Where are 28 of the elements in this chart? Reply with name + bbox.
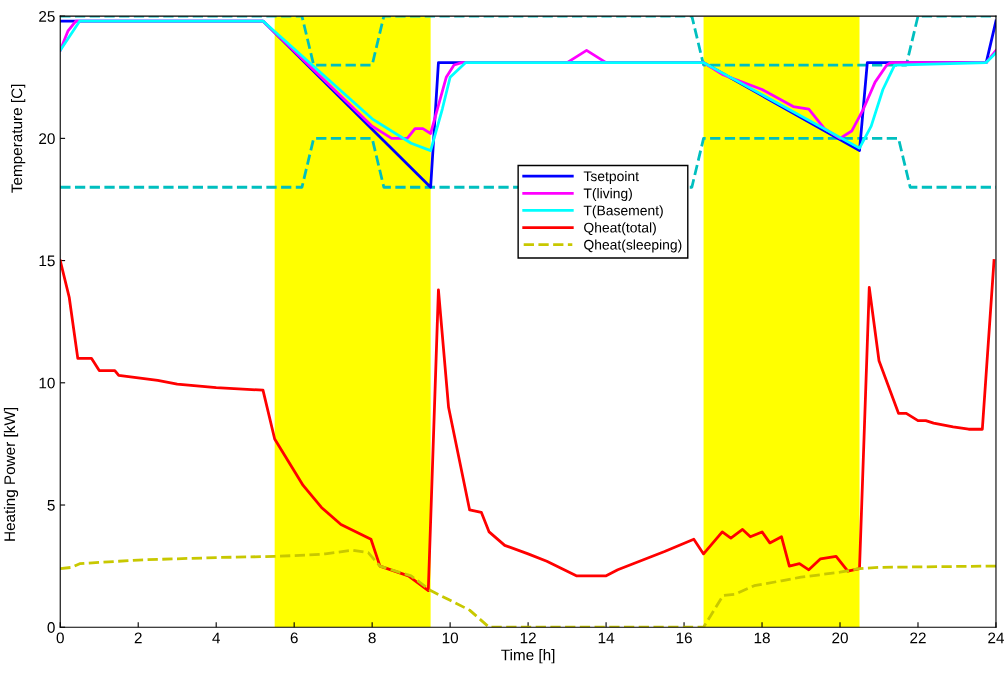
y-tick-label: 15 [39, 255, 55, 267]
y-axis-title: Heating Power [kW] [3, 408, 19, 541]
x-tick-label: 6 [290, 632, 298, 644]
legend-label: T(Basement) [583, 205, 663, 219]
legend-label: T(living) [583, 188, 632, 202]
legend-label: Qheat(total) [584, 222, 656, 236]
x-tick-label: 14 [598, 632, 615, 644]
x-axis-title: Time [h] [501, 649, 555, 664]
y-tick-label: 25 [39, 11, 55, 22]
y-tick-label: 10 [39, 377, 55, 389]
y-tick-label: 20 [39, 133, 55, 145]
x-tick-label: 24 [988, 632, 1004, 644]
x-tick-label: 0 [56, 632, 64, 644]
x-tick-label: 12 [520, 632, 536, 644]
x-tick-label: 2 [134, 632, 142, 644]
y-tick-label: 0 [47, 622, 55, 633]
legend-label: Tsetpoint [583, 171, 639, 184]
y-tick-label: 5 [47, 500, 55, 511]
x-tick-label: 18 [754, 632, 770, 644]
x-tick-label: 8 [368, 632, 376, 644]
line-series [60, 259, 996, 592]
text: Temperature [C] [11, 84, 26, 193]
x-tick-label: 22 [910, 632, 926, 644]
legend-label: Qheat(sleeping) [584, 239, 682, 253]
x-tick-label: 10 [442, 632, 459, 644]
x-tick-label: 20 [832, 632, 848, 644]
x-tick-label: 16 [676, 632, 692, 644]
x-tick-label: 4 [212, 632, 220, 644]
